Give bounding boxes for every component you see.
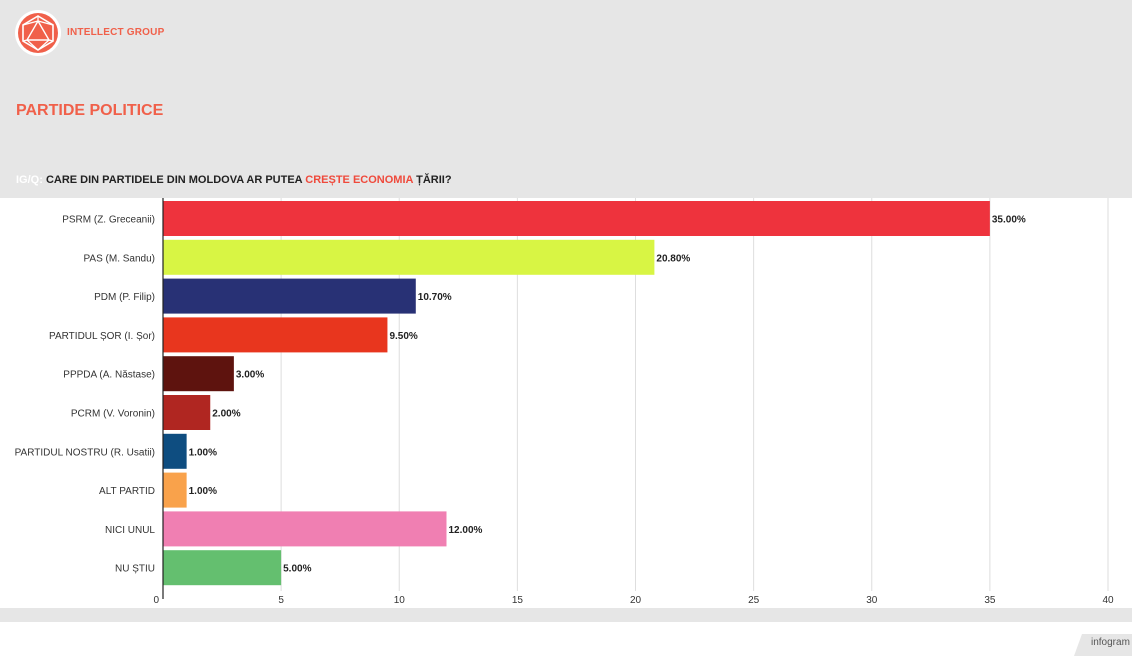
bar-6 bbox=[163, 433, 187, 469]
question-highlight: CREȘTE ECONOMIA bbox=[305, 174, 414, 186]
value-label-3: 9.50% bbox=[389, 331, 417, 342]
infogram-link[interactable]: infogram bbox=[1091, 637, 1130, 648]
value-label-6: 1.00% bbox=[189, 447, 217, 458]
value-label-9: 5.00% bbox=[283, 564, 311, 575]
x-tick-label-1: 5 bbox=[278, 595, 284, 606]
bar-4 bbox=[163, 356, 234, 392]
question-part2: ȚĂRII? bbox=[413, 174, 452, 186]
infogram-tag-icon bbox=[1074, 634, 1132, 656]
chart-question: IG/Q: CARE DIN PARTIDELE DIN MOLDOVA AR … bbox=[16, 174, 452, 186]
category-label-6: PARTIDUL NOSTRU (R. Usatii) bbox=[15, 447, 155, 458]
bottom-band bbox=[0, 608, 1132, 622]
question-prefix: IG/Q: bbox=[16, 174, 46, 186]
bar-7 bbox=[163, 472, 187, 508]
category-label-2: PDM (P. Filip) bbox=[94, 292, 155, 303]
category-label-4: PPPDA (A. Năstase) bbox=[63, 370, 155, 381]
x-tick-label-4: 20 bbox=[630, 595, 642, 606]
section-title: PARTIDE POLITICE bbox=[16, 102, 164, 119]
category-label-5: PCRM (V. Voronin) bbox=[71, 409, 155, 420]
category-label-1: PAS (M. Sandu) bbox=[83, 253, 155, 264]
category-label-7: ALT PARTID bbox=[99, 486, 155, 497]
x-tick-label-6: 30 bbox=[866, 595, 878, 606]
x-tick-label-5: 25 bbox=[748, 595, 760, 606]
intellect-group-logo-icon bbox=[15, 10, 61, 56]
value-label-4: 3.00% bbox=[236, 370, 264, 381]
value-label-1: 20.80% bbox=[656, 253, 690, 264]
category-label-8: NICI UNUL bbox=[105, 525, 155, 536]
bar-2 bbox=[163, 278, 416, 314]
bar-0 bbox=[163, 201, 990, 236]
header-band bbox=[0, 0, 1132, 198]
x-tick-label-2: 10 bbox=[394, 595, 406, 606]
x-tick-label-8: 40 bbox=[1102, 595, 1114, 606]
category-label-9: NU ȘTIU bbox=[115, 564, 155, 575]
value-label-8: 12.00% bbox=[449, 525, 483, 536]
x-tick-label-7: 35 bbox=[984, 595, 996, 606]
bar-8 bbox=[163, 511, 447, 547]
value-label-2: 10.70% bbox=[418, 292, 452, 303]
category-label-3: PARTIDUL ȘOR (I. Șor) bbox=[49, 331, 155, 342]
category-label-0: PSRM (Z. Greceanii) bbox=[62, 215, 155, 226]
question-part1: CARE DIN PARTIDELE DIN MOLDOVA AR PUTEA bbox=[45, 174, 306, 186]
value-label-7: 1.00% bbox=[189, 486, 217, 497]
value-label-0: 35.00% bbox=[992, 215, 1026, 226]
value-label-5: 2.00% bbox=[212, 409, 240, 420]
bar-1 bbox=[163, 239, 655, 275]
x-tick-label-3: 15 bbox=[512, 595, 524, 606]
bar-5 bbox=[163, 395, 211, 430]
bar-3 bbox=[163, 317, 388, 353]
bar-chart: PSRM (Z. Greceanii) 35.00% PAS (M. Sandu) 2… bbox=[15, 198, 1114, 606]
bar-9 bbox=[163, 550, 282, 586]
x-tick-label-0: 0 bbox=[153, 595, 159, 606]
brand-name: INTELLECT GROUP bbox=[67, 27, 165, 38]
